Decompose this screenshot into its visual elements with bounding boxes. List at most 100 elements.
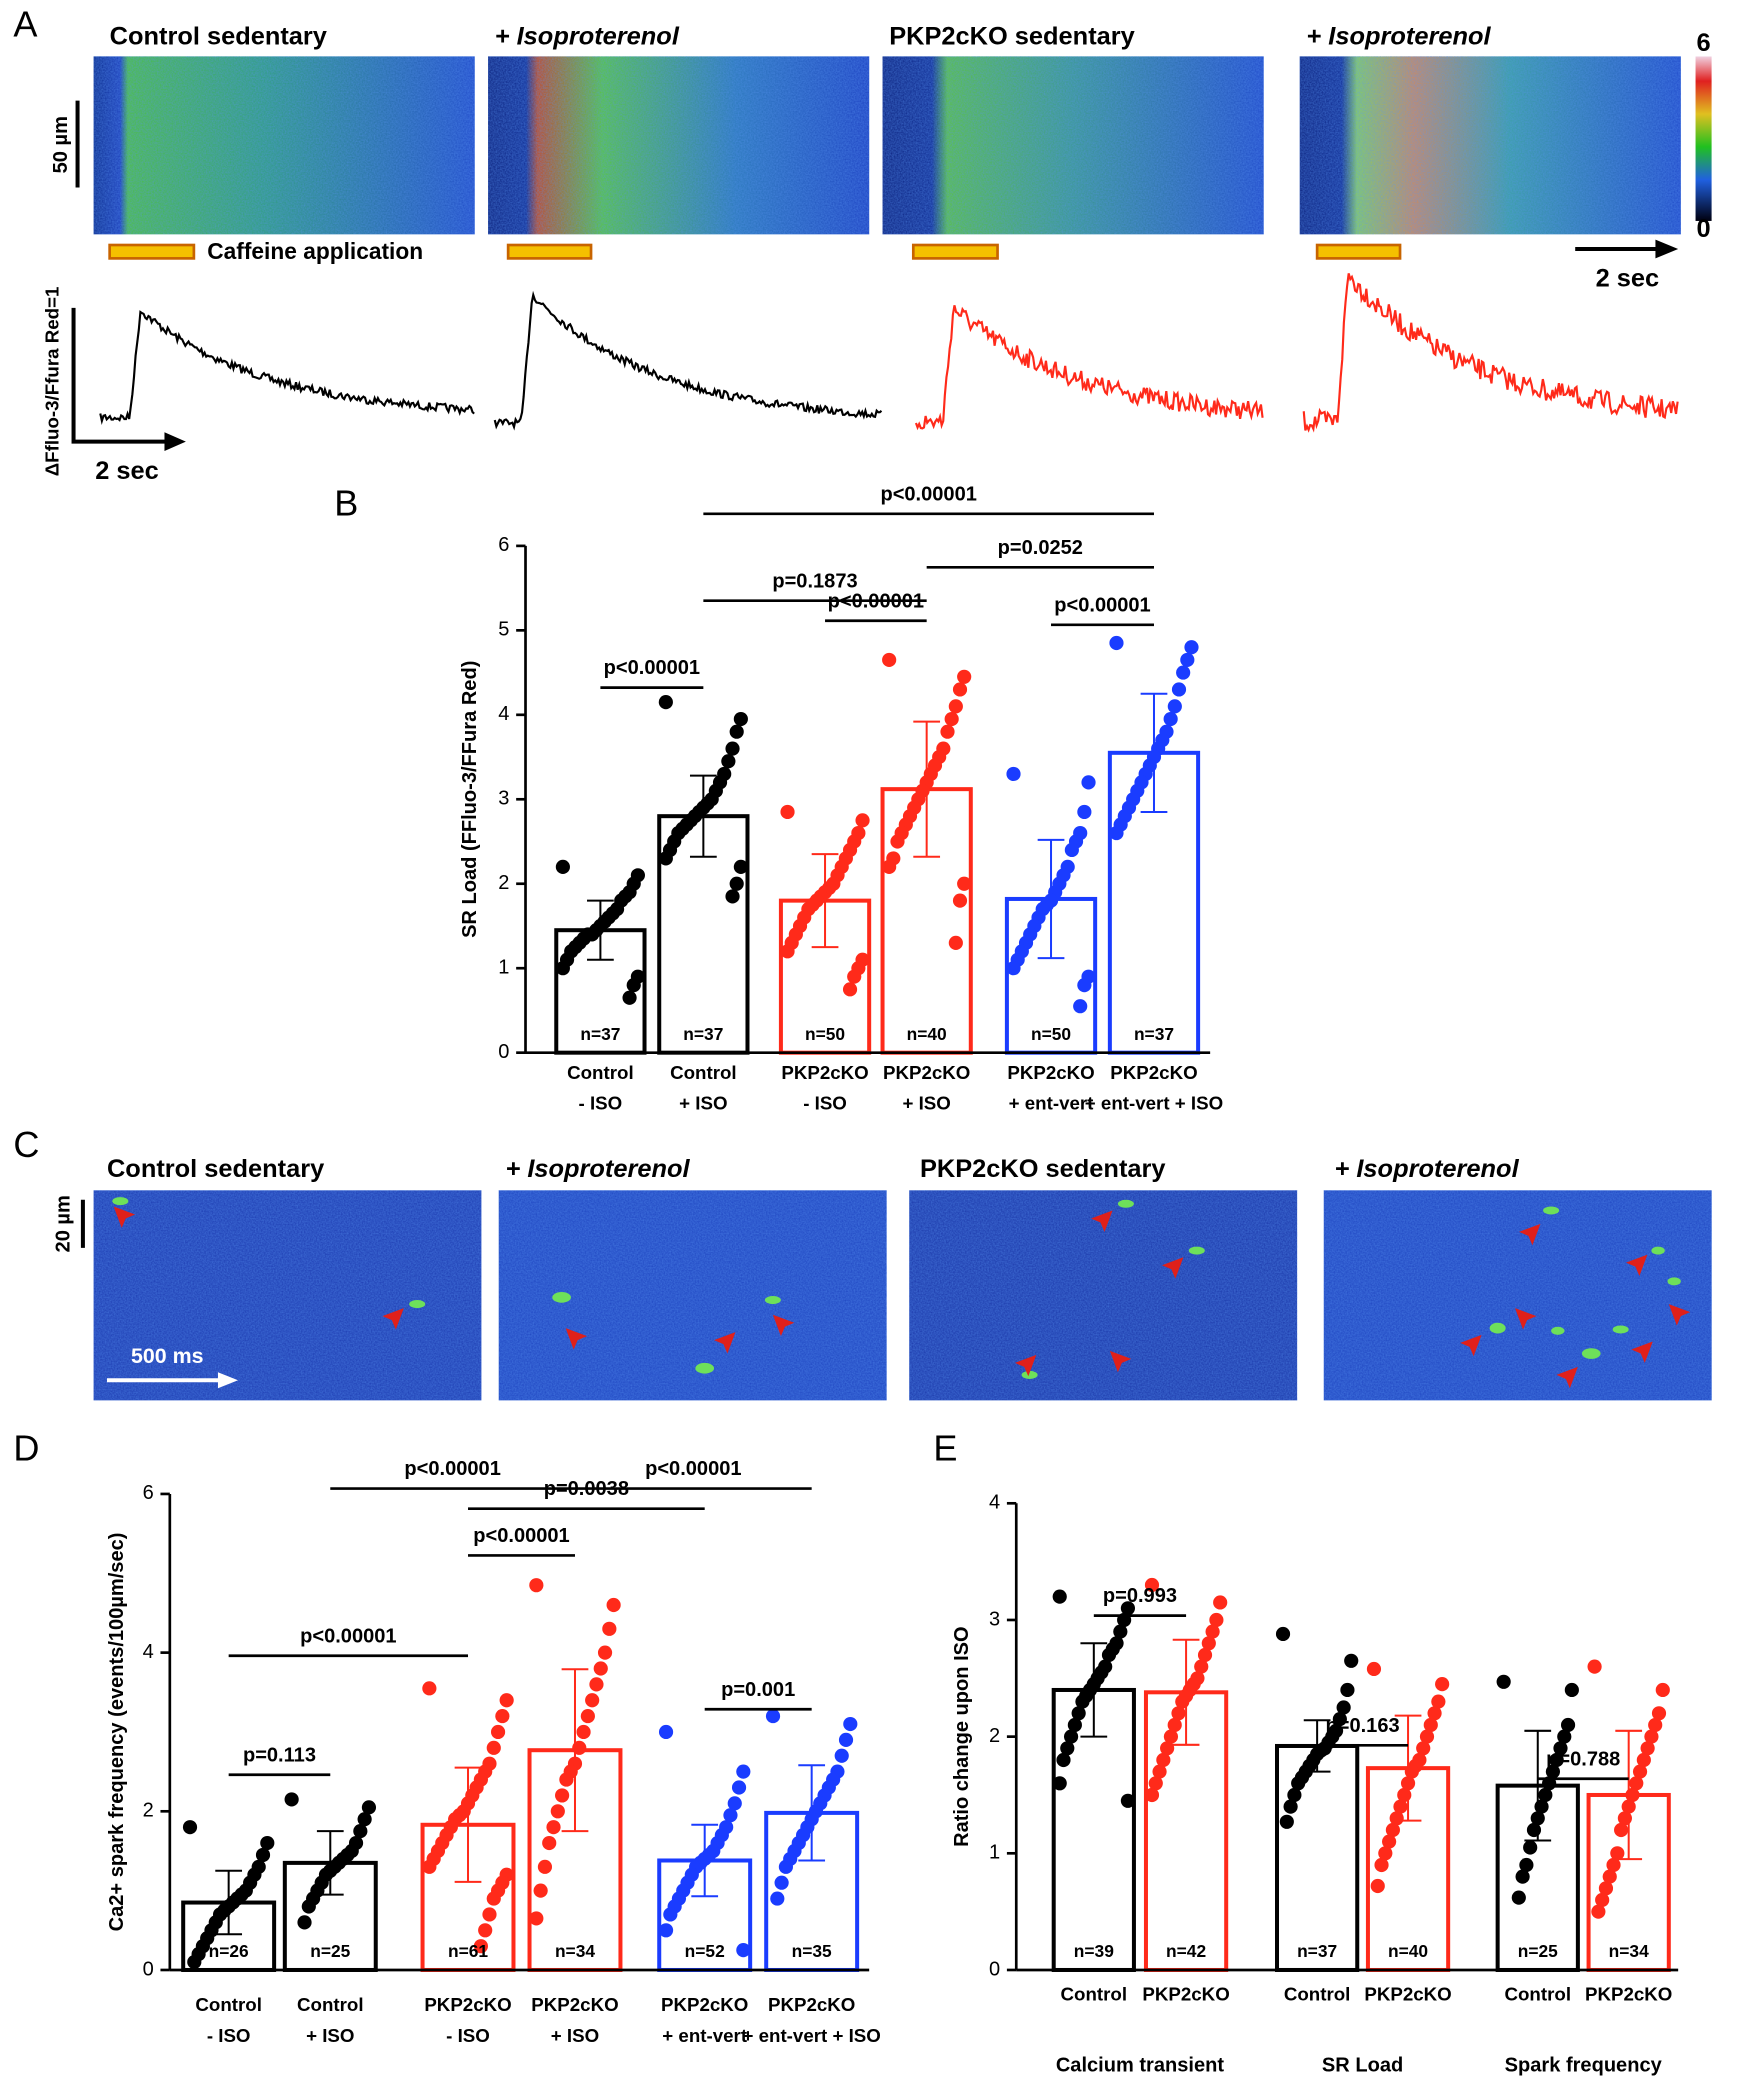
data-point [533,1883,548,1898]
colorbar [1695,56,1712,221]
data-point [597,1645,613,1660]
data-point [422,1681,437,1696]
data-point [780,944,795,959]
chart: E Ratio change upon ISO 0 1 2 3 4 n=39 Control n=… [933,1428,1679,2077]
chart: D Ca2+ spark frequency (events/100µm/sec)… [13,1428,880,2046]
data-point [1156,1752,1171,1768]
colorbar-label: 6 [1697,29,1711,57]
data-point [1636,1752,1651,1768]
title: + Isoproterenol [1335,1155,1520,1183]
data-point [1587,1659,1602,1674]
n-label: n=61 [448,1941,488,1961]
chart: B SR Load (FFluo-3/FFura Red) 0 1 2 3 4 5 6 n=37 C… [334,482,1223,1113]
n-label: n=25 [1518,1941,1558,1961]
x-tick-label: PKP2cKO [531,1994,618,2015]
data-point [1602,1869,1617,1884]
data-point [260,1835,275,1851]
texture [93,56,475,235]
traces [99,273,1679,433]
y-tick-label: 6 [143,1482,154,1504]
charts: B SR Load (FFluo-3/FFura Red) 0 1 2 3 4 5 6 n=37 C… [13,482,1679,2077]
data-point [1431,1694,1446,1709]
data-point [182,1820,198,1835]
data-point [1081,775,1096,790]
data-point [765,1709,781,1724]
texture [1323,1190,1712,1401]
data-point [1197,1647,1213,1663]
x-tick-label: Control [297,1994,364,2015]
p-value: p<0.00001 [300,1625,396,1647]
data-point [1515,1869,1530,1884]
data-point [1060,1741,1075,1756]
data-point [555,1788,570,1803]
trace [1302,273,1679,433]
y-tick-label: 6 [498,534,509,556]
data-point [576,1724,591,1740]
data-point [1378,1846,1393,1861]
caffeine-bars [108,243,1402,260]
data-point [1201,1636,1216,1651]
panel-label: B [334,482,358,523]
sparks [112,1197,1681,1379]
data-point [529,1911,544,1926]
data-point [1075,1694,1090,1709]
data-point [1419,1729,1435,1744]
data-point [255,1847,271,1863]
data-point [550,1804,565,1819]
data-point [1163,711,1178,727]
data-point [357,1812,372,1827]
title: + Isoproterenol [1306,22,1491,50]
data-point [1423,1717,1438,1733]
data-point [606,1597,621,1613]
data-point [774,1875,789,1890]
data-point [1056,1752,1071,1768]
x-tick-label: PKP2cKO [883,1062,970,1083]
n-label: n=37 [1134,1024,1174,1044]
data-point [952,682,968,697]
data-point [1006,766,1021,782]
data-point [495,1709,510,1724]
data-point [658,1724,674,1740]
data-point [1557,1729,1572,1744]
data-point [486,1740,501,1755]
p-value: p<0.00001 [473,1525,569,1547]
data-point [882,859,897,874]
colorbar-label: 0 [1697,215,1711,243]
data-point [1374,1857,1389,1873]
data-point [842,982,858,997]
title: Control sedentary [110,22,327,50]
data-point [1416,1741,1431,1756]
data-point [361,1800,377,1815]
data-point [890,834,905,849]
data-point [555,859,570,874]
y-tick-label: 0 [143,1958,154,1980]
data-point [486,1891,501,1906]
data-point [1064,842,1079,858]
x-tick-label: + ISO [551,2025,599,2046]
x-tick-label: PKP2cKO [1142,1983,1229,2004]
data-point [1077,804,1092,820]
data-point [602,1621,617,1636]
trace [914,305,1264,431]
trace-time-label: 2 sec [95,457,159,485]
panel-label: D [13,1428,39,1469]
n-label: n=25 [310,1941,350,1961]
x-tick-label: + ISO [679,1093,727,1114]
n-label: n=37 [1297,1941,1337,1961]
data-point [1184,640,1199,655]
data-point [1389,1811,1404,1826]
n-label: n=37 [683,1024,723,1044]
x-tick-label: + ent-vert + ISO [1085,1093,1223,1114]
caffeine-bar [911,243,999,260]
data-point [882,652,897,667]
panel-label: E [933,1428,957,1469]
data-point [847,969,862,984]
data-point [1545,1764,1561,1779]
x-tick-label: PKP2cKO [1007,1062,1094,1083]
data-point [585,1693,600,1708]
p-value: p=0.0252 [998,537,1083,559]
data-point [1287,1787,1302,1803]
data-point [555,961,570,976]
data-point [1063,1729,1079,1744]
x-tick-label: + ISO [902,1093,950,1114]
